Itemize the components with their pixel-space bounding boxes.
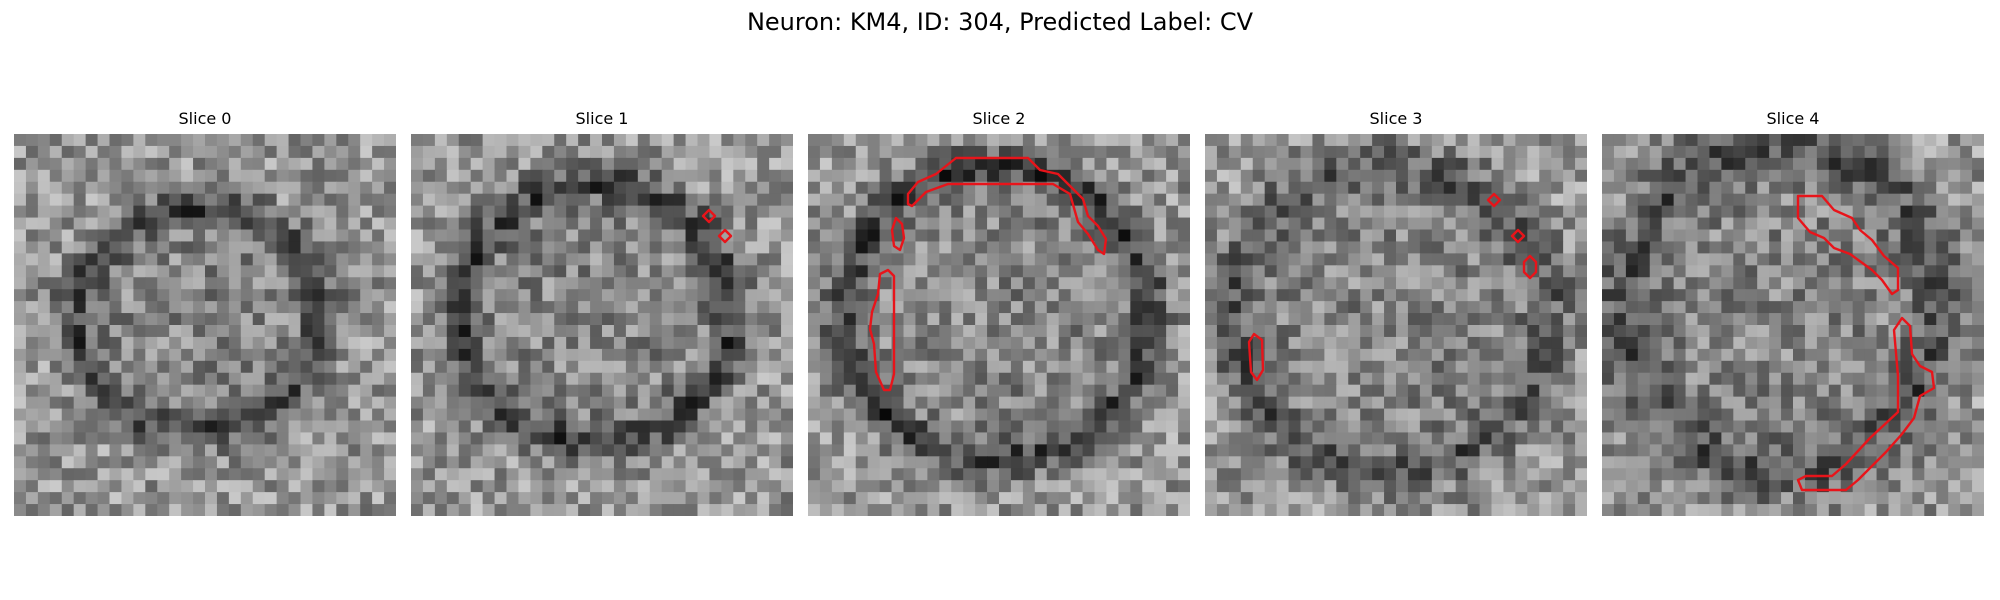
slice-image-2 [808, 134, 1190, 516]
slice-panel-1: Slice 1 [411, 108, 793, 520]
contour-4a [1796, 194, 1900, 296]
slice-panel-0: Slice 0 [14, 108, 396, 520]
slice-title-0: Slice 0 [178, 109, 232, 128]
figure-title: Neuron: KM4, ID: 304, Predicted Label: C… [746, 8, 1254, 36]
slice-title-3: Slice 3 [1369, 109, 1423, 128]
contour-2c [868, 268, 896, 392]
slice-title-2: Slice 2 [972, 109, 1026, 128]
contour-3a [1486, 192, 1502, 208]
slice-title-1: Slice 1 [575, 109, 629, 128]
contour-3d [1247, 332, 1265, 382]
slice-image-3 [1205, 134, 1587, 516]
contour-3b [1510, 228, 1526, 244]
contour-4b [1796, 316, 1936, 492]
slice-image-4 [1602, 134, 1984, 516]
contour-1b [717, 228, 733, 244]
contour-3c [1522, 254, 1538, 280]
slice-panel-2: Slice 2 [808, 108, 1190, 520]
contour-1a [701, 208, 717, 224]
slice-title-4: Slice 4 [1766, 109, 1820, 128]
slice-panel-3: Slice 3 [1205, 108, 1587, 520]
contour-2a [906, 156, 1108, 256]
slice-panel-4: Slice 4 [1602, 108, 1984, 520]
slice-image-0 [14, 134, 396, 516]
contour-2b [890, 216, 906, 252]
slice-image-1 [411, 134, 793, 516]
